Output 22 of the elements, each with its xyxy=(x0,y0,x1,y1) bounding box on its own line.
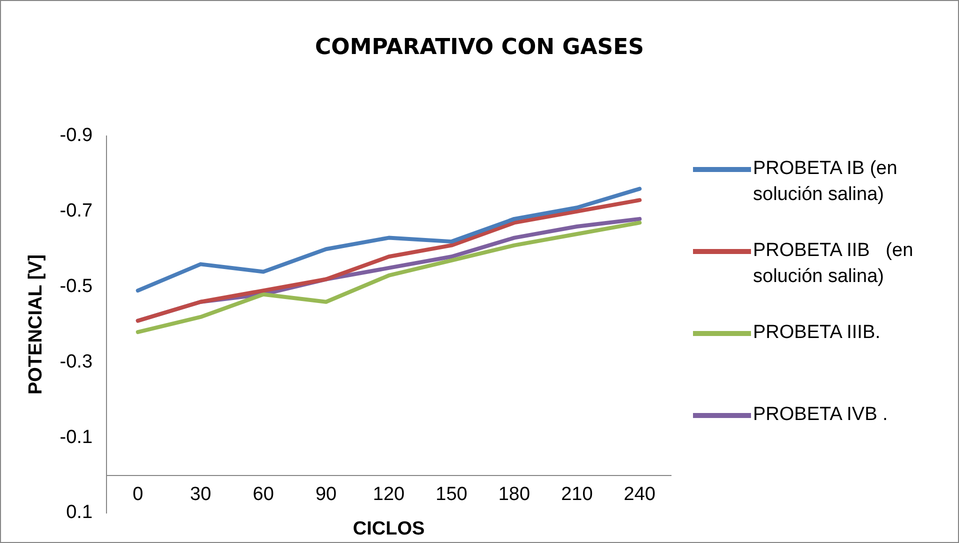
x-tick-label: 120 xyxy=(372,484,405,505)
legend-label: PROBETA IB (en solución salina) xyxy=(753,157,898,207)
x-tick-label: 150 xyxy=(436,484,468,505)
x-tick-label: 60 xyxy=(252,484,274,505)
x-tick-label: 210 xyxy=(561,484,593,505)
x-tick-label: 90 xyxy=(315,484,337,505)
y-tick-label: -0.5 xyxy=(60,276,93,298)
x-tick-label: 0 xyxy=(132,484,144,505)
legend-label: PROBETA IIIB. xyxy=(753,321,880,345)
y-tick-label: -0.9 xyxy=(60,125,93,146)
y-tick-label: -0.1 xyxy=(60,426,93,448)
x-axis-title: CICLOS xyxy=(352,518,425,540)
x-tick-label: 180 xyxy=(498,484,530,505)
legend-label: PROBETA IIB (en solución salina) xyxy=(753,239,914,289)
legend-label: PROBETA IVB . xyxy=(753,403,888,427)
chart-title: COMPARATIVO CON GASES xyxy=(314,35,646,60)
x-tick-label: 240 xyxy=(624,484,656,505)
y-tick-label: 0.1 xyxy=(66,502,93,524)
y-tick-label: -0.7 xyxy=(60,200,93,222)
y-axis-title: POTENCIAL [V] xyxy=(26,254,47,395)
y-tick-label: -0.3 xyxy=(60,351,93,372)
x-tick-label: 30 xyxy=(190,484,212,505)
